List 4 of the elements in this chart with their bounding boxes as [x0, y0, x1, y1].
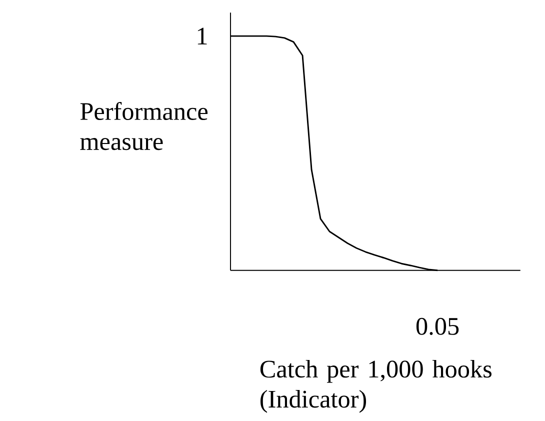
x-axis-title: Catch per 1,000 hooks (Indicator)	[260, 360, 492, 413]
y-axis-title: Performance measure	[80, 102, 208, 150]
text: 1	[198, 28, 207, 44]
text: 0.05	[416, 318, 459, 335]
